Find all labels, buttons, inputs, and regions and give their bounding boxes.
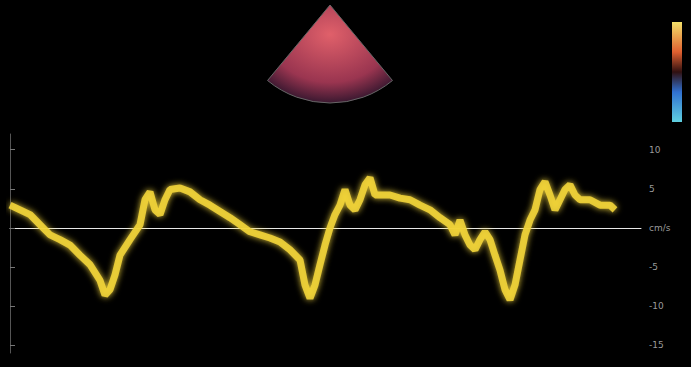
svg-text:-5: -5 [649,262,658,272]
svg-text:10: 10 [649,145,661,155]
svg-text:-15: -15 [649,340,664,350]
svg-text:5: 5 [649,184,655,194]
svg-text:-10: -10 [649,301,664,311]
svg-text:cm/s: cm/s [649,223,671,233]
